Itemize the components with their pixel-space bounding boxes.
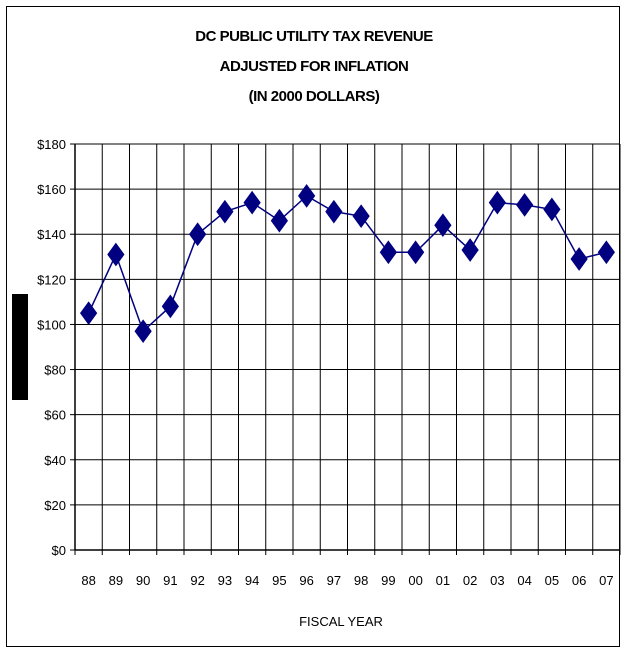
x-tick-label: 88 <box>81 573 95 588</box>
x-tick-label: 03 <box>490 573 504 588</box>
x-tick-label: 97 <box>327 573 341 588</box>
data-point-marker <box>352 204 370 229</box>
x-tick-label: 06 <box>572 573 586 588</box>
x-tick-label: 93 <box>218 573 232 588</box>
y-tick-label: $20 <box>44 498 66 513</box>
data-point-marker <box>298 184 316 208</box>
data-point-marker <box>189 222 207 247</box>
data-point-marker <box>461 238 479 262</box>
data-point-marker <box>134 319 152 344</box>
y-tick-label: $100 <box>37 317 66 332</box>
x-tick-label: 04 <box>517 573 531 588</box>
y-tick-label: $60 <box>44 408 66 423</box>
x-tick-label: 90 <box>136 573 150 588</box>
grid-lines <box>74 143 621 551</box>
data-point-marker <box>597 240 615 265</box>
data-point-marker <box>325 199 343 224</box>
y-tick-label: $140 <box>37 227 66 242</box>
data-point-marker <box>379 240 397 265</box>
y-tick-label: $80 <box>44 363 66 378</box>
x-tick-label: 92 <box>190 573 204 588</box>
data-point-marker <box>407 240 425 265</box>
series <box>80 184 615 344</box>
data-point-marker <box>161 294 179 319</box>
y-tick-labels: $0 $20 $40 $60 $80 $100 $120 $140 $160 $180 <box>37 137 66 558</box>
redaction-bar <box>12 294 28 400</box>
x-tick-labels: 88 89 90 91 92 93 94 95 96 97 98 99 00 01 02 03 04 05 06 07 <box>81 573 613 588</box>
data-point-marker <box>434 213 452 238</box>
y-tick-label: $40 <box>44 453 66 468</box>
data-point-marker <box>543 197 561 222</box>
data-point-marker <box>516 193 534 217</box>
axes <box>70 143 621 555</box>
x-tick-label: 91 <box>163 573 177 588</box>
x-tick-label: 96 <box>299 573 313 588</box>
data-point-marker <box>80 301 98 326</box>
chart-title-line-2: ADJUSTED FOR INFLATION <box>219 58 409 75</box>
y-tick-label: $120 <box>37 272 66 287</box>
x-tick-label: 07 <box>599 573 613 588</box>
chart-title-block: DC PUBLIC UTILITY TAX REVENUE ADJUSTED F… <box>0 22 628 112</box>
data-point-marker <box>270 208 288 233</box>
y-tick-label: $160 <box>37 182 66 197</box>
data-point-marker <box>243 190 261 215</box>
x-tick-label: 05 <box>545 573 559 588</box>
x-tick-label: 98 <box>354 573 368 588</box>
x-tick-label: 94 <box>245 573 259 588</box>
x-tick-label: 89 <box>109 573 123 588</box>
data-point-marker <box>216 199 234 224</box>
x-tick-label: 02 <box>463 573 477 588</box>
x-tick-label: 01 <box>436 573 450 588</box>
x-tick-label: 00 <box>408 573 422 588</box>
y-tick-label: $180 <box>37 137 66 152</box>
chart-frame <box>6 6 620 647</box>
x-tick-label: 99 <box>381 573 395 588</box>
x-tick-label: 95 <box>272 573 286 588</box>
data-point-marker <box>107 242 125 267</box>
chart-title-line-3: (IN 2000 DOLLARS) <box>248 88 380 105</box>
data-point-marker <box>488 190 506 215</box>
chart-title-line-1: DC PUBLIC UTILITY TAX REVENUE <box>195 28 433 45</box>
x-axis-title: FISCAL YEAR <box>299 614 383 629</box>
data-point-marker <box>570 247 588 271</box>
y-tick-label: $0 <box>52 543 66 558</box>
